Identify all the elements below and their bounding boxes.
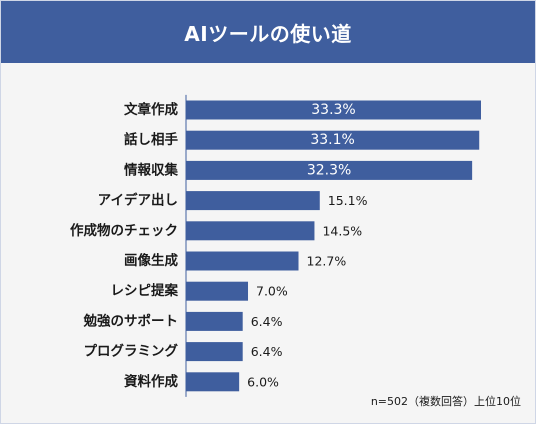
category-label: 勉強のサポート: [83, 312, 179, 329]
bar: [186, 311, 243, 331]
chart-title: AIツールの使い道: [184, 21, 352, 46]
value-label: 15.1%: [328, 193, 368, 208]
bars-group: 文章作成 33.3% 話し相手 33.1% 情報収集 32.3% アイデア出し 15.1% 作成…: [70, 100, 481, 392]
category-label: プログラミング: [84, 343, 179, 360]
bar: [186, 221, 315, 241]
bar: [186, 281, 249, 301]
category-label: 画像生成: [124, 252, 178, 269]
category-label: 情報収集: [124, 161, 178, 178]
value-label: 6.4%: [251, 344, 283, 359]
bar: [186, 191, 320, 211]
category-label: 資料作成: [124, 373, 178, 390]
category-label: レシピ提案: [111, 282, 179, 299]
value-label: 12.7%: [307, 254, 347, 269]
value-label: 33.1%: [310, 132, 354, 148]
category-label: 文章作成: [124, 101, 178, 118]
value-label: 7.0%: [256, 284, 288, 299]
value-label: 14.5%: [322, 223, 362, 238]
value-label: 32.3%: [307, 162, 351, 178]
value-label: 6.0%: [247, 374, 279, 389]
category-label: 話し相手: [124, 131, 178, 148]
category-label: アイデア出し: [98, 192, 178, 209]
chart-header: AIツールの使い道: [1, 1, 535, 63]
bar: [186, 160, 473, 180]
bar: [186, 130, 480, 150]
bar: [186, 251, 299, 271]
bar: [186, 100, 481, 120]
value-label: 6.4%: [251, 314, 283, 329]
sample-note: n=502（複数回答）上位10位: [370, 395, 521, 408]
bar: [186, 372, 240, 392]
bar: [186, 342, 243, 362]
category-label: 作成物のチェック: [70, 222, 178, 239]
value-label: 33.3%: [311, 102, 355, 118]
